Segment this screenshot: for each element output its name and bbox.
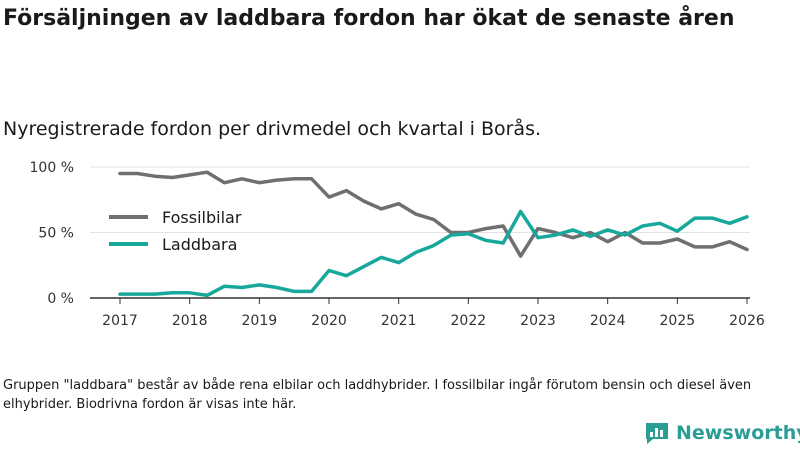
x-tick-label: 2022	[451, 313, 487, 329]
x-tick-label: 2021	[381, 313, 417, 329]
y-tick-label: 100 %	[30, 160, 74, 176]
y-tick-label: 0 %	[47, 291, 74, 307]
line-chart: 0 % 50 % 100 % 2017 2018 2019 2020 2021 2022 202…	[30, 160, 765, 329]
chart-subtitle: Nyregistrerade fordon per drivmedel och …	[3, 118, 542, 140]
y-tick-label: 50 %	[38, 226, 74, 242]
x-tick-label: 2020	[311, 313, 347, 329]
newsworthy-logo-icon	[646, 423, 668, 444]
x-tick-label: 2024	[590, 313, 626, 329]
legend-label-fossilbilar: Fossilbilar	[162, 208, 242, 227]
grid-lines	[90, 166, 750, 233]
series-line-laddbara	[118, 209, 749, 298]
legend-label-laddbara: Laddbara	[162, 235, 237, 254]
brand-name: Newsworthy	[676, 422, 800, 444]
series-lines	[118, 170, 749, 298]
x-tick-label: 2018	[172, 313, 208, 329]
x-tick-label: 2019	[242, 313, 278, 329]
series-line-fossilbilar	[118, 170, 749, 258]
legend: Fossilbilar Laddbara	[109, 208, 242, 254]
x-tick-label: 2017	[102, 313, 138, 329]
footnote: Gruppen "laddbara" består av både rena e…	[3, 378, 752, 412]
newsworthy-logo[interactable]: Newsworthy	[644, 420, 800, 446]
x-tick-label: 2026	[729, 313, 765, 329]
chart-title: Försäljningen av laddbara fordon har öka…	[3, 6, 735, 31]
y-axis-tick-labels: 0 % 50 % 100 %	[30, 160, 74, 307]
x-tick-label: 2025	[660, 313, 696, 329]
x-tick-label: 2023	[520, 313, 556, 329]
x-axis: 2017 2018 2019 2020 2021 2022 2023 2024 2025 2026	[90, 297, 765, 329]
